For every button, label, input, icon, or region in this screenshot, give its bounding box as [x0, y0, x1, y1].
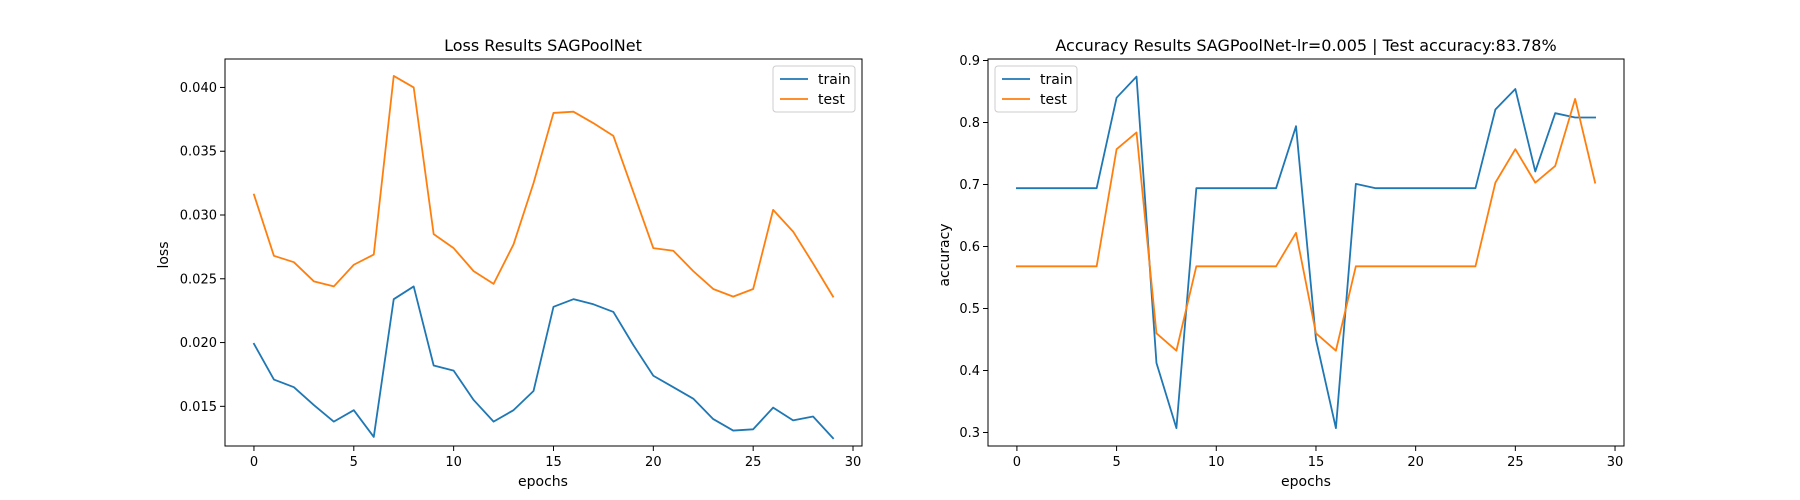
loss-series-line-train [252, 285, 835, 440]
loss-chart-title: Loss Results SAGPoolNet [444, 36, 642, 55]
loss-y-tick-label: 0.020 [180, 336, 217, 351]
loss-plot-frame [224, 58, 863, 447]
accuracy-chart-title: Accuracy Results SAGPoolNet-lr=0.005 | T… [1055, 36, 1556, 55]
accuracy-y-tick-label: 0.6 [959, 240, 980, 255]
accuracy-legend-label-test: test [1040, 92, 1067, 108]
accuracy-x-axis-label: epochs [1281, 474, 1331, 490]
loss-legend-box [772, 65, 856, 113]
accuracy-series-group [1016, 75, 1597, 430]
loss-y-axis-label: loss [156, 241, 172, 268]
accuracy-x-tick-label: 5 [1112, 455, 1120, 470]
accuracy-chart-panel: Accuracy Results SAGPoolNet-lr=0.005 | T… [937, 36, 1625, 490]
loss-y-tick-label: 0.025 [180, 272, 217, 287]
accuracy-y-tick-label: 0.3 [959, 426, 980, 441]
loss-y-tick-label: 0.035 [180, 145, 217, 160]
loss-y-tick-label: 0.040 [180, 81, 217, 96]
accuracy-y-tick-label: 0.5 [959, 302, 980, 317]
accuracy-plot-frame [987, 58, 1625, 447]
loss-x-tick-label: 20 [645, 455, 662, 470]
loss-x-tick-label: 5 [350, 455, 358, 470]
accuracy-x-tick-label: 30 [1607, 455, 1624, 470]
loss-x-tick-label: 25 [745, 455, 762, 470]
accuracy-x-tick-label: 25 [1507, 455, 1524, 470]
loss-y-tick-label: 0.015 [180, 400, 217, 415]
accuracy-x-tick-label: 10 [1208, 455, 1225, 470]
loss-y-tick-label: 0.030 [180, 208, 217, 223]
accuracy-x-tick-label: 0 [1013, 455, 1021, 470]
accuracy-legend: train test [994, 65, 1078, 113]
accuracy-x-tick-label: 20 [1407, 455, 1424, 470]
accuracy-y-tick-label: 0.9 [959, 54, 980, 69]
accuracy-y-tick-label: 0.4 [959, 364, 980, 379]
loss-legend-label-test: test [818, 92, 845, 108]
loss-x-tick-label: 10 [445, 455, 462, 470]
accuracy-y-tick-label: 0.8 [959, 116, 980, 131]
loss-series-group [252, 75, 835, 440]
accuracy-x-tick-label: 15 [1308, 455, 1325, 470]
loss-legend-label-train: train [818, 72, 851, 88]
loss-legend: train test [772, 65, 856, 113]
loss-chart-panel: Loss Results SAGPoolNet epochs loss 0 5 10… [156, 36, 863, 490]
loss-x-tick-label: 30 [845, 455, 862, 470]
loss-x-tick-label: 0 [250, 455, 258, 470]
loss-series-line-test [252, 75, 835, 298]
accuracy-y-tick-label: 0.7 [959, 178, 980, 193]
accuracy-y-axis-label: accuracy [937, 223, 953, 286]
accuracy-series-line-test [1016, 98, 1597, 352]
loss-x-axis-label: epochs [518, 474, 568, 490]
accuracy-legend-box [994, 65, 1078, 113]
loss-x-tick-label: 15 [545, 455, 562, 470]
accuracy-series-line-train [1016, 75, 1596, 430]
accuracy-legend-label-train: train [1040, 72, 1073, 88]
